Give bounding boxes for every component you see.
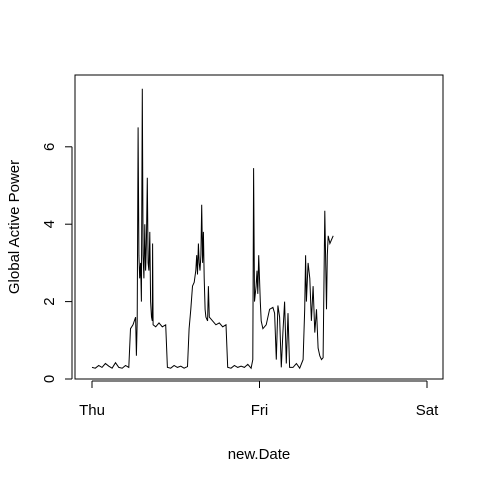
y-axis-label: Global Active Power [6, 160, 23, 294]
x-tick-label: Fri [251, 402, 269, 419]
y-axis: 0 2 4 6 [41, 143, 73, 383]
y-tick-label: 0 [41, 375, 58, 383]
x-axis: Thu Fri Sat [79, 380, 439, 419]
x-tick-label: Thu [79, 402, 105, 419]
plot-frame [74, 74, 444, 380]
x-axis-label: new.Date [228, 446, 291, 463]
x-tick-label: Sat [416, 402, 439, 419]
y-tick-label: 2 [41, 297, 58, 305]
y-tick-label: 6 [41, 143, 58, 151]
series-line [91, 88, 334, 370]
y-tick-label: 4 [41, 220, 58, 228]
series-layer [91, 88, 334, 370]
